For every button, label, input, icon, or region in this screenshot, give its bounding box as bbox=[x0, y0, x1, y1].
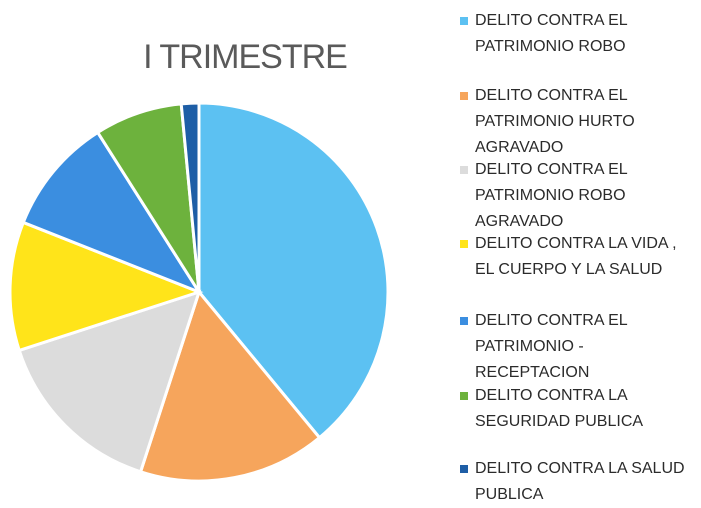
legend-item: DELITO CONTRA EL PATRIMONIO - RECEPTACIO… bbox=[460, 308, 696, 386]
legend-swatch bbox=[460, 465, 468, 473]
legend-item: DELITO CONTRA EL PATRIMONIO ROBO bbox=[460, 8, 696, 60]
legend-item: DELITO CONTRA LA SALUD PUBLICA bbox=[460, 456, 696, 508]
legend-label: DELITO CONTRA LA SEGURIDAD PUBLICA bbox=[475, 387, 644, 430]
legend-label: DELITO CONTRA EL PATRIMONIO ROBO bbox=[475, 12, 628, 55]
legend-item: DELITO CONTRA LA VIDA , EL CUERPO Y LA S… bbox=[460, 231, 696, 283]
pie-slice bbox=[8, 220, 204, 353]
legend-item: DELITO CONTRA EL PATRIMONIO HURTO AGRAVA… bbox=[460, 83, 696, 161]
legend-label: DELITO CONTRA LA SALUD PUBLICA bbox=[475, 460, 685, 503]
legend-swatch bbox=[460, 166, 468, 174]
legend-label: DELITO CONTRA EL PATRIMONIO - RECEPTACIO… bbox=[475, 312, 628, 381]
legend-item: DELITO CONTRA LA SEGURIDAD PUBLICA bbox=[460, 383, 696, 435]
legend-label: DELITO CONTRA EL PATRIMONIO ROBO AGRAVAD… bbox=[475, 161, 628, 230]
chart-title: I TRIMESTRE bbox=[143, 38, 348, 76]
legend-label: DELITO CONTRA EL PATRIMONIO HURTO AGRAVA… bbox=[475, 87, 635, 156]
legend-label: DELITO CONTRA LA VIDA , EL CUERPO Y LA S… bbox=[475, 235, 677, 278]
legend-swatch bbox=[460, 17, 468, 25]
legend-swatch bbox=[460, 317, 468, 325]
legend-swatch bbox=[460, 392, 468, 400]
pie-slice bbox=[138, 288, 322, 483]
pie-slice bbox=[197, 101, 390, 440]
legend-swatch bbox=[460, 92, 468, 100]
pie-slice bbox=[21, 130, 203, 296]
legend-swatch bbox=[460, 240, 468, 248]
legend-item: DELITO CONTRA EL PATRIMONIO ROBO AGRAVAD… bbox=[460, 157, 696, 235]
pie-slice bbox=[179, 101, 201, 293]
